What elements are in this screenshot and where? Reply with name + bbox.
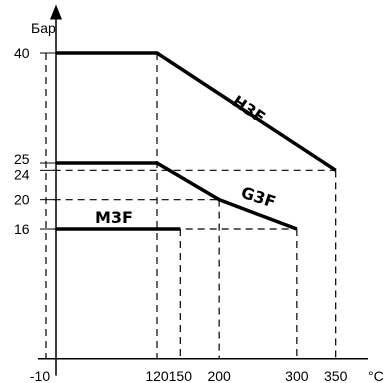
series-line-h3f — [56, 51, 337, 172]
axes — [38, 4, 368, 376]
series-lines — [56, 51, 337, 231]
y-tick-label: 24 — [14, 166, 30, 182]
x-tick-label: 120 — [145, 368, 169, 383]
guide-lines — [45, 53, 337, 359]
series-label-g3f: G3F — [239, 183, 278, 212]
series-label-m3f: M3F — [95, 208, 133, 227]
series-line-g3f — [56, 161, 298, 231]
y-tick-label: 16 — [14, 221, 30, 237]
y-axis-unit-label: Бар — [31, 20, 56, 36]
x-tick-label: -10 — [30, 368, 50, 383]
x-tick-label: 350 — [324, 368, 348, 383]
x-tick-label: 150 — [169, 368, 193, 383]
y-tick-label: 25 — [14, 151, 30, 167]
x-tick-label: 300 — [285, 368, 309, 383]
y-tick-label: 40 — [14, 45, 30, 61]
x-tick-label: 200 — [207, 368, 231, 383]
y-tick-label: 20 — [14, 192, 30, 208]
x-axis-unit-label: °C — [368, 368, 384, 383]
